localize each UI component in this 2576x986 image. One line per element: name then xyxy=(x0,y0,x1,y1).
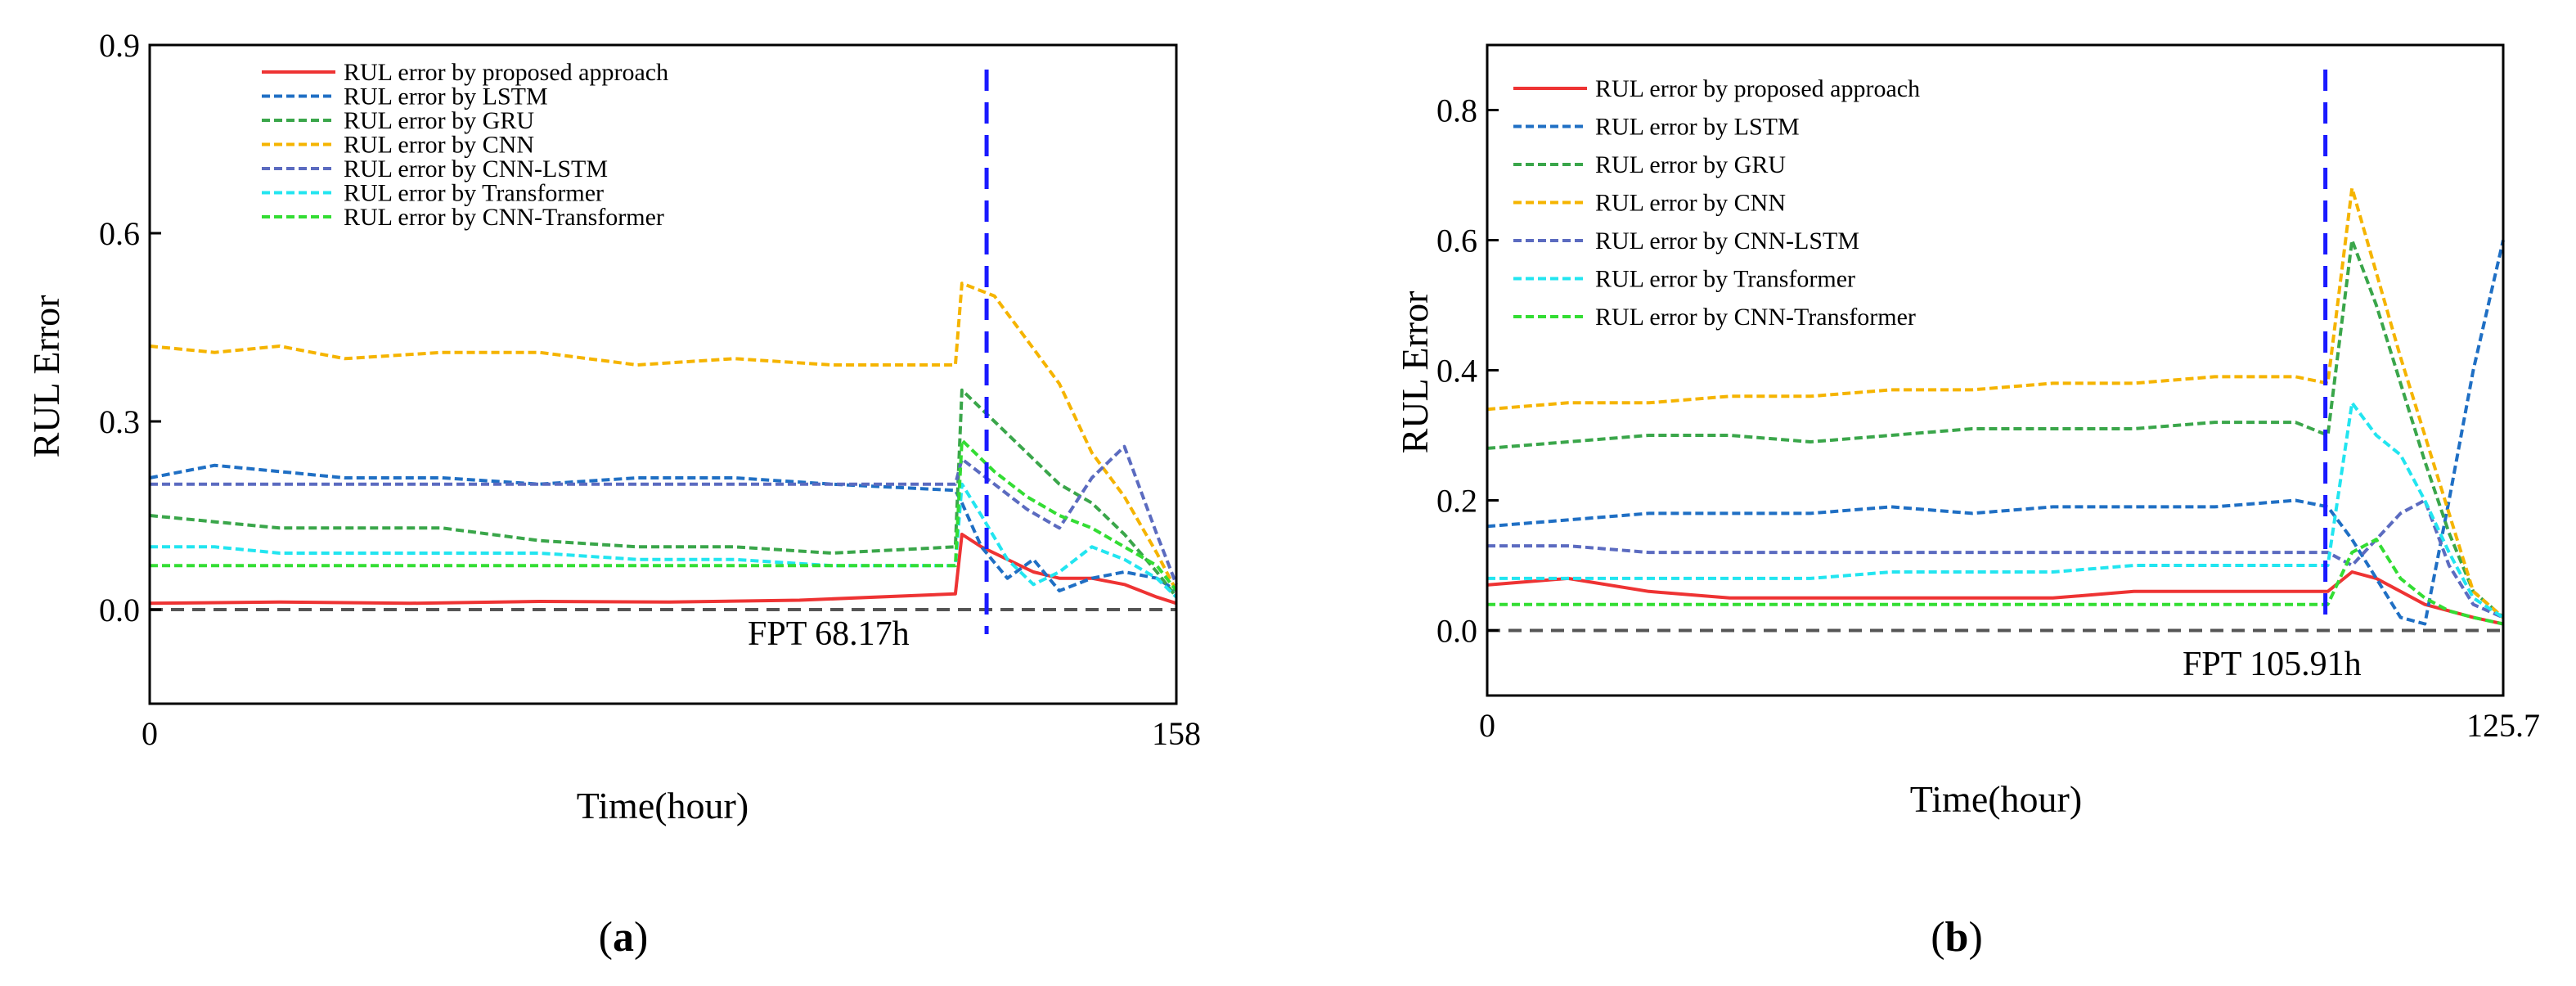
x-tick-label-a-0: 0 xyxy=(142,715,158,752)
series-line-b-0 xyxy=(1486,570,2504,626)
x-axis-label-a: Time(hour) xyxy=(577,785,749,826)
chart-panel-b: 0.0 0.2 0.4 0.6 0.8 0 125.7 RUL error by propo… xyxy=(1394,43,2540,961)
axis-ticks-b: 0.0 0.2 0.4 0.6 0.8 0 125.7 xyxy=(1436,92,2540,745)
x-tick-label-b-0: 0 xyxy=(1479,707,1495,744)
fpt-label-a: FPT 68.17h xyxy=(748,615,910,653)
legend-label-b-5: RUL error by Transformer xyxy=(1595,266,1855,293)
panel-caption-letter-b: b xyxy=(1945,914,1969,961)
x-axis-label-b: Time(hour) xyxy=(1910,778,2082,820)
legend-b: RUL error by proposed approach RUL error … xyxy=(1513,75,1920,331)
y-axis-label-a: RUL Error xyxy=(25,295,67,458)
series-line-b-5 xyxy=(1487,401,2505,619)
series-line-b-4 xyxy=(1487,498,2504,619)
legend-label-a-2: RUL error by GRU xyxy=(344,107,534,134)
axis-ticks-a: 0.0 0.3 0.6 0.9 0 158 xyxy=(99,27,1201,752)
series-line-b-3 xyxy=(1486,186,2505,619)
y-tick-label-b-2: 0.4 xyxy=(1436,353,1477,389)
legend-label-b-6: RUL error by CNN-Transformer xyxy=(1595,304,1916,331)
legend-label-a-5: RUL error by Transformer xyxy=(344,180,604,207)
panel-caption-a: (a) xyxy=(599,914,649,961)
series-line-a-5 xyxy=(150,482,1178,599)
y-tick-label-b-1: 0.2 xyxy=(1436,483,1477,520)
legend-label-b-1: RUL error by LSTM xyxy=(1595,114,1800,141)
fpt-label-b: FPT 105.91h xyxy=(2183,646,2362,683)
y-tick-label-b-4: 0.8 xyxy=(1436,92,1477,129)
x-tick-label-b-1: 125.7 xyxy=(2466,707,2540,744)
reference-lines-b xyxy=(1487,70,2503,633)
reference-lines-a xyxy=(150,70,1176,634)
y-tick-label-a-1: 0.3 xyxy=(99,403,140,440)
legend-label-b-4: RUL error by CNN-LSTM xyxy=(1595,227,1859,254)
legend-label-a-4: RUL error by CNN-LSTM xyxy=(344,155,608,182)
legend-label-b-3: RUL error by CNN xyxy=(1595,190,1786,217)
y-tick-label-a-3: 0.9 xyxy=(99,27,140,64)
y-tick-label-b-3: 0.6 xyxy=(1436,223,1477,259)
legend-label-b-2: RUL error by GRU xyxy=(1595,151,1786,178)
series-line-a-0 xyxy=(149,533,1177,606)
y-tick-label-a-2: 0.6 xyxy=(99,215,140,252)
legend-label-a-6: RUL error by CNN-Transformer xyxy=(344,204,664,231)
x-tick-label-a-1: 158 xyxy=(1152,715,1201,752)
chart-panel-a: 0.0 0.3 0.6 0.9 0 158 RUL error by proposed a… xyxy=(25,27,1201,961)
series-line-b-2 xyxy=(1486,238,2505,619)
series-layer-a xyxy=(149,281,1178,606)
legend-label-b-0: RUL error by proposed approach xyxy=(1595,75,1920,102)
series-line-a-1 xyxy=(149,463,1178,592)
series-line-a-3 xyxy=(149,281,1178,592)
panel-caption-b: (b) xyxy=(1931,914,1983,961)
legend-label-a-0: RUL error by proposed approach xyxy=(344,59,668,86)
plot-frame-a xyxy=(148,43,1178,705)
series-line-a-2 xyxy=(149,388,1178,598)
series-layer-b xyxy=(1486,186,2505,626)
legend-label-a-1: RUL error by LSTM xyxy=(344,83,548,110)
y-tick-label-b-0: 0.0 xyxy=(1436,613,1477,650)
series-line-b-6 xyxy=(1487,538,2504,626)
series-line-b-1 xyxy=(1486,240,2505,626)
y-tick-label-a-0: 0.0 xyxy=(99,592,140,628)
panel-caption-letter-a: a xyxy=(613,914,634,961)
y-axis-label-b: RUL Error xyxy=(1394,291,1436,454)
legend-label-a-3: RUL error by CNN xyxy=(344,132,534,159)
